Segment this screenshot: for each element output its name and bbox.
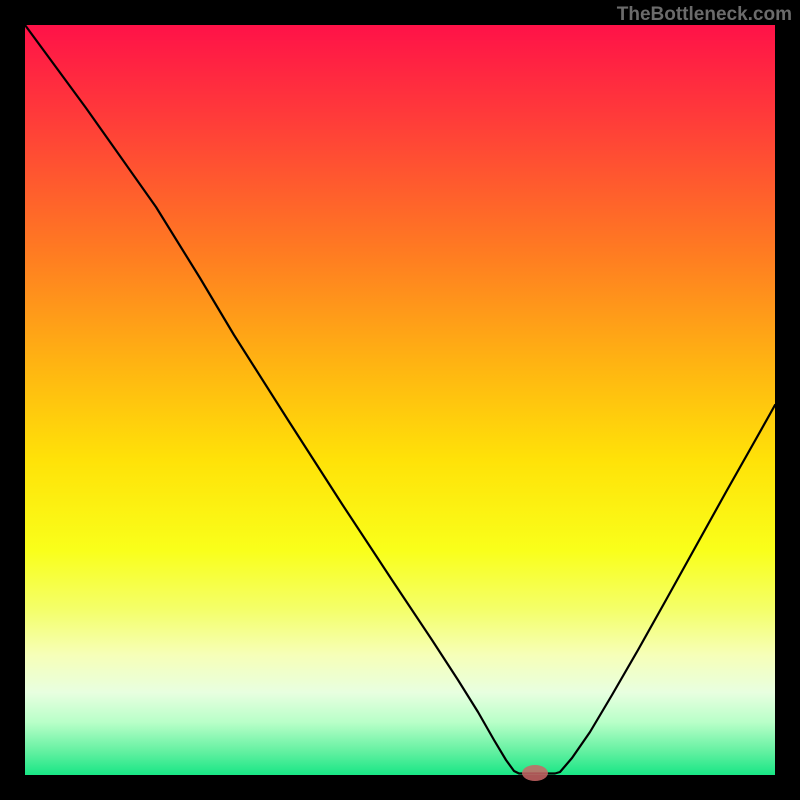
chart-container: TheBottleneck.com — [0, 0, 800, 800]
bottleneck-chart — [0, 0, 800, 800]
gradient-background — [25, 25, 775, 775]
optimal-marker — [522, 765, 548, 781]
watermark-text: TheBottleneck.com — [617, 4, 792, 26]
